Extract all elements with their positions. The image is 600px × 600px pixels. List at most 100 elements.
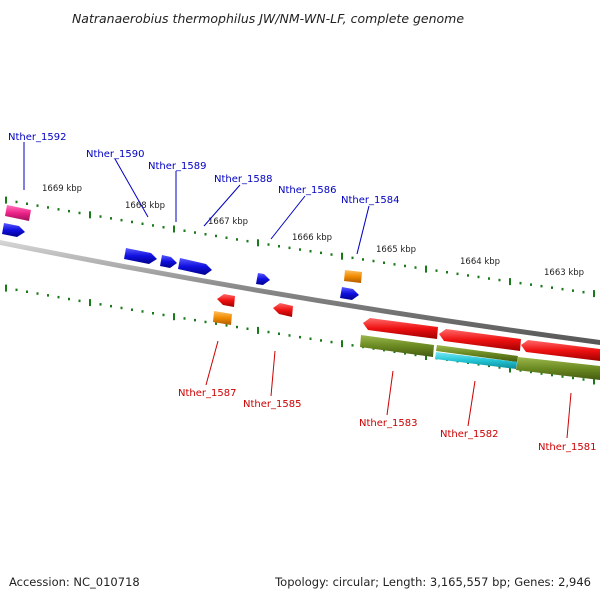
forward-scale-tick — [267, 243, 270, 246]
accession-text: Accession: NC_010718 — [9, 575, 140, 589]
reverse-scale-tick — [488, 364, 490, 368]
map-title: Natranaerobius thermophilus JW/NM-WN-LF,… — [72, 11, 464, 26]
forward-scale-tick — [89, 211, 91, 219]
leader-line-nther-1587 — [205, 340, 219, 386]
reverse-scale-tick — [131, 308, 133, 311]
gene-nther-1582-red[interactable] — [439, 329, 521, 351]
reverse-strand-genes — [213, 294, 600, 380]
gene-nther-1582[interactable] — [435, 352, 517, 369]
forward-scale-tick — [540, 284, 543, 288]
label-nther-1585[interactable]: Nther_1585 — [243, 399, 301, 410]
reverse-scale-tick — [152, 312, 154, 315]
label-nther-1584[interactable]: Nther_1584 — [341, 195, 399, 206]
gene-nther-1583-olive[interactable] — [360, 335, 434, 357]
label-nther-1586[interactable]: Nther_1586 — [278, 185, 336, 196]
reverse-scale-tick — [320, 339, 322, 342]
forward-scale-tick — [246, 239, 249, 243]
gene-nther-1581-red[interactable] — [521, 340, 600, 361]
gene-nther-1593[interactable] — [2, 223, 25, 237]
forward-scale-tick — [530, 283, 532, 286]
reverse-scale-tick — [530, 370, 532, 374]
scale-label-1667: 1667 kbp — [208, 217, 248, 227]
forward-scale-tick — [215, 234, 217, 238]
reverse-scale-tick — [351, 344, 354, 347]
leader-line-nther-1588 — [203, 184, 241, 227]
scale-label-1669: 1669 kbp — [42, 184, 82, 194]
forward-scale-tick — [330, 253, 333, 256]
forward-scale-tick — [435, 269, 438, 272]
gene-nther-1584-orange[interactable] — [344, 270, 362, 283]
forward-leader-lines — [23, 142, 370, 255]
reverse-scale-tick — [246, 327, 249, 330]
label-nther-1589[interactable]: Nther_1589 — [148, 161, 206, 172]
forward-scale-tick — [320, 251, 322, 255]
leader-line-nther-1581 — [566, 392, 572, 439]
reverse-scale-tick — [5, 284, 7, 292]
gene-nther-1584[interactable] — [340, 287, 359, 300]
reverse-scale-tick — [68, 297, 70, 301]
reverse-gene-labels: Nther_1587 Nther_1585 Nther_1583 Nther_1… — [178, 388, 596, 453]
forward-scale-tick — [467, 274, 469, 277]
reverse-scale-tick — [498, 366, 501, 369]
reverse-scale-tick — [194, 318, 196, 322]
reverse-scale-tick — [257, 326, 259, 334]
label-nther-1588[interactable]: Nther_1588 — [214, 174, 272, 185]
forward-scale-tick — [204, 233, 207, 236]
label-nther-1592[interactable]: Nther_1592 — [8, 132, 66, 143]
forward-scale-tick — [572, 289, 574, 292]
forward-scale-tick — [351, 256, 354, 260]
forward-scale-tick — [498, 278, 501, 282]
forward-scale-tick — [551, 286, 553, 289]
gene-nther-1587-red[interactable] — [217, 294, 235, 307]
gene-nther-1585[interactable] — [273, 303, 293, 317]
topology-summary-text: Topology: circular; Length: 3,165,557 bp… — [274, 575, 591, 589]
forward-scale-tick — [36, 204, 39, 207]
forward-gene-labels: Nther_1592 Nther_1590 Nther_1589 Nther_1… — [8, 132, 399, 206]
gene-nther-1582-olive[interactable] — [436, 345, 518, 362]
forward-scale-tick — [309, 250, 312, 253]
forward-scale-tick — [477, 275, 480, 279]
reverse-scale-tick — [47, 294, 49, 297]
label-nther-1583[interactable]: Nther_1583 — [359, 418, 417, 429]
gene-nther-1583[interactable] — [363, 318, 438, 339]
reverse-scale-tick — [509, 365, 511, 373]
leader-line-nther-1584 — [356, 205, 370, 255]
leader-line-nther-1585 — [270, 350, 276, 397]
label-nther-1587[interactable]: Nther_1587 — [178, 388, 236, 399]
reverse-scale-tick — [110, 304, 112, 308]
reverse-scale-tick — [593, 377, 595, 385]
label-nther-1582[interactable]: Nther_1582 — [440, 429, 498, 440]
scale-label-1664: 1664 kbp — [460, 257, 500, 267]
gene-nther-1589[interactable] — [160, 255, 177, 268]
forward-scale-tick — [236, 238, 238, 241]
forward-scale-tick — [26, 202, 28, 205]
reverse-scale-tick — [561, 375, 564, 378]
gene-nther-1581[interactable] — [516, 357, 600, 380]
forward-scale-tick — [194, 231, 196, 234]
label-nther-1581[interactable]: Nther_1581 — [538, 442, 596, 453]
forward-scale-tick — [488, 277, 490, 280]
label-nther-1590[interactable]: Nther_1590 — [86, 149, 144, 160]
reverse-scale-tick — [120, 306, 123, 310]
gene-nther-1586[interactable] — [256, 273, 270, 285]
reverse-scale-tick — [414, 353, 417, 357]
forward-scale-tick — [15, 200, 18, 204]
gene-nther-1588[interactable] — [178, 258, 212, 275]
forward-scale-tick — [299, 248, 301, 251]
forward-scale-tick — [47, 206, 49, 209]
gene-nther-1592[interactable] — [5, 205, 31, 221]
gene-nther-1587[interactable] — [213, 311, 232, 325]
forward-scale-tick — [362, 258, 364, 261]
forward-scale-tick — [561, 287, 564, 291]
reverse-scale-tick — [540, 372, 543, 375]
reverse-scale-tick — [26, 290, 28, 293]
forward-scale-tick — [141, 222, 144, 225]
reverse-scale-tick — [330, 340, 333, 344]
forward-scale-tick — [78, 211, 81, 215]
reverse-scale-tick — [162, 313, 165, 317]
gene-nther-1590[interactable] — [124, 248, 157, 264]
leader-line-nther-1590 — [114, 158, 149, 218]
forward-scale-tick — [57, 208, 60, 211]
reverse-leader-lines — [205, 340, 572, 439]
